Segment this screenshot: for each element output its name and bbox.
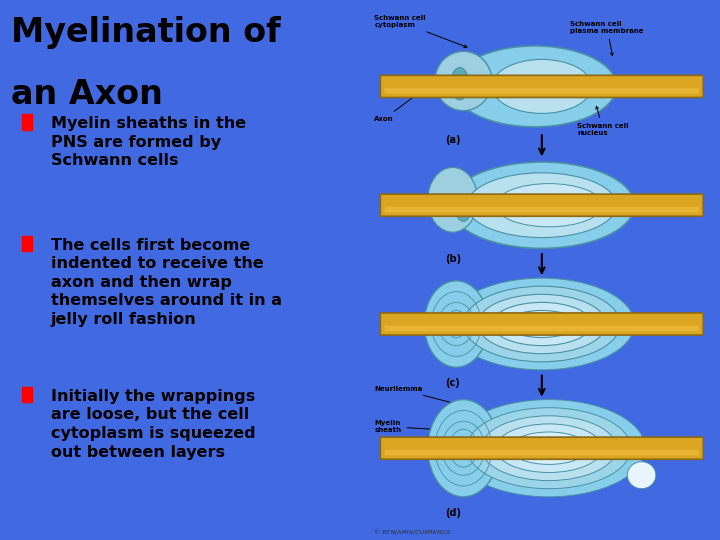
- Text: Myelin sheaths in the
PNS are formed by
Schwann cells: Myelin sheaths in the PNS are formed by …: [51, 116, 246, 168]
- Ellipse shape: [492, 59, 592, 113]
- FancyBboxPatch shape: [380, 194, 703, 216]
- Ellipse shape: [495, 424, 603, 472]
- Text: (b): (b): [445, 254, 461, 264]
- Ellipse shape: [495, 184, 603, 227]
- Text: Schwann cell
plasma membrane: Schwann cell plasma membrane: [570, 21, 644, 56]
- FancyBboxPatch shape: [384, 326, 699, 331]
- Ellipse shape: [464, 286, 620, 362]
- Text: an Axon: an Axon: [11, 78, 163, 111]
- FancyBboxPatch shape: [380, 437, 703, 459]
- Ellipse shape: [451, 68, 469, 100]
- Ellipse shape: [435, 51, 492, 111]
- Ellipse shape: [428, 400, 499, 497]
- Text: © BENJAMIN/CUMMINGS: © BENJAMIN/CUMMINGS: [374, 529, 451, 535]
- Text: Neurilemma: Neurilemma: [374, 386, 477, 410]
- Ellipse shape: [453, 400, 645, 497]
- FancyBboxPatch shape: [384, 207, 699, 212]
- FancyBboxPatch shape: [384, 88, 699, 93]
- Bar: [22, 387, 32, 402]
- Ellipse shape: [627, 462, 656, 489]
- Text: Schwann cell
nucleus: Schwann cell nucleus: [577, 106, 629, 136]
- Ellipse shape: [506, 310, 577, 338]
- Ellipse shape: [467, 173, 616, 238]
- Ellipse shape: [477, 294, 606, 354]
- Text: (c): (c): [446, 379, 460, 388]
- Text: Myelin
sheath: Myelin sheath: [374, 420, 477, 433]
- FancyBboxPatch shape: [380, 75, 703, 97]
- Text: Initially the wrappings
are loose, but the cell
cytoplasm is squeezed
out betwee: Initially the wrappings are loose, but t…: [51, 389, 256, 460]
- Text: The cells first become
indented to receive the
axon and then wrap
themselves aro: The cells first become indented to recei…: [51, 238, 282, 327]
- Ellipse shape: [453, 46, 616, 127]
- Ellipse shape: [449, 162, 634, 248]
- Ellipse shape: [467, 408, 631, 489]
- Ellipse shape: [428, 167, 477, 232]
- Ellipse shape: [510, 432, 588, 464]
- Bar: [22, 236, 32, 251]
- FancyBboxPatch shape: [380, 313, 703, 335]
- Ellipse shape: [481, 416, 616, 481]
- Ellipse shape: [492, 302, 592, 346]
- Text: (a): (a): [445, 136, 461, 145]
- Text: Myelination of: Myelination of: [11, 16, 281, 49]
- FancyBboxPatch shape: [384, 450, 699, 455]
- Text: (d): (d): [445, 508, 461, 518]
- Ellipse shape: [456, 200, 471, 221]
- Text: Axon: Axon: [374, 89, 425, 122]
- Ellipse shape: [524, 437, 574, 459]
- Bar: [22, 114, 32, 130]
- Ellipse shape: [449, 278, 634, 370]
- Ellipse shape: [424, 281, 488, 367]
- Text: Schwann cell
cytoplasm: Schwann cell cytoplasm: [374, 15, 467, 48]
